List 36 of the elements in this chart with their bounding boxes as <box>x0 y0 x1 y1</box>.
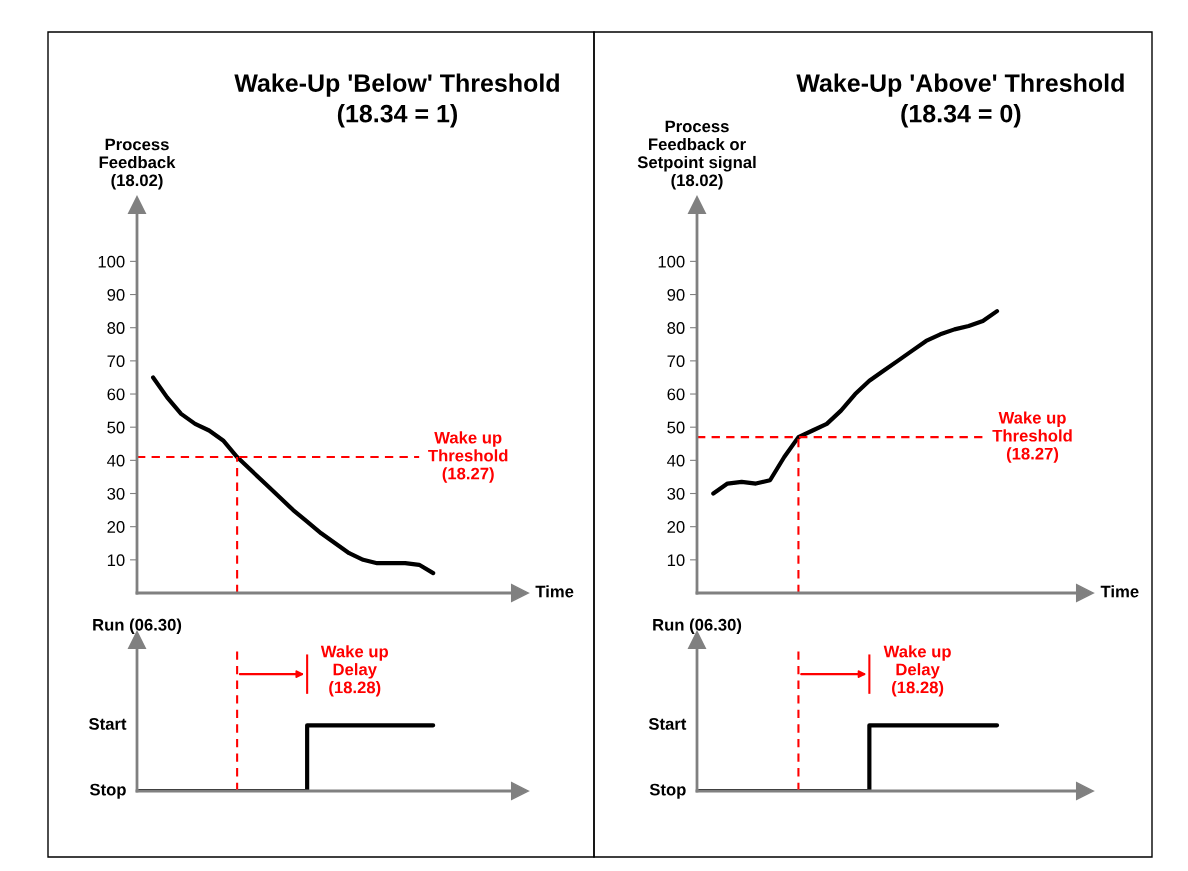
y-axis-title: Run (06.30) <box>653 618 742 634</box>
y-tick-label: 70 <box>667 355 685 368</box>
text: Wake up Delay (18.28) <box>320 645 389 697</box>
y-axis-title: Process Feedback (18.02) <box>99 138 176 190</box>
y-tick-label: 80 <box>107 322 125 334</box>
y-tick-label: 60 <box>107 388 125 401</box>
y-tick-label: 20 <box>107 521 125 533</box>
y-tick-label: 10 <box>107 554 125 567</box>
chart-title: Wake-Up 'Below' Threshold (18.34 = 1) <box>234 73 559 128</box>
y-tick-label: 90 <box>667 288 685 301</box>
y-tick-label: 40 <box>667 454 685 467</box>
y-tick-label: 50 <box>667 421 685 434</box>
ref-line-label: Wake up Threshold (18.27) <box>992 411 1072 463</box>
y-axis-title: Process Feedback or Setpoint signal (18.02) <box>637 120 756 190</box>
text: Start <box>648 718 687 730</box>
ref-line-label: Wake up Threshold (18.27) <box>428 431 508 483</box>
chart-title: Wake-Up 'Above' Threshold (18.34 = 0) <box>796 73 1124 128</box>
y-tick-label: 100 <box>98 255 125 268</box>
y-tick-label: 30 <box>107 487 125 500</box>
y-tick-label: 10 <box>667 554 685 567</box>
text: Wake up Delay (18.28) <box>883 645 951 697</box>
text: Start <box>89 718 127 730</box>
y-tick-label: 60 <box>667 388 685 401</box>
y-tick-label: 30 <box>667 487 685 500</box>
y-tick-label: 70 <box>107 355 125 368</box>
y-tick-label: 40 <box>107 454 125 467</box>
x-axis-title: Time <box>535 585 574 598</box>
text: Stop <box>649 783 686 799</box>
text: Stop <box>89 783 126 799</box>
x-axis-title: Time <box>1100 585 1139 598</box>
y-tick-label: 100 <box>658 255 685 268</box>
y-axis-title: Run (06.30) <box>93 618 182 634</box>
y-tick-label: 20 <box>667 521 685 533</box>
y-tick-label: 50 <box>107 421 125 434</box>
y-tick-label: 90 <box>107 288 125 301</box>
y-tick-label: 80 <box>667 322 685 334</box>
